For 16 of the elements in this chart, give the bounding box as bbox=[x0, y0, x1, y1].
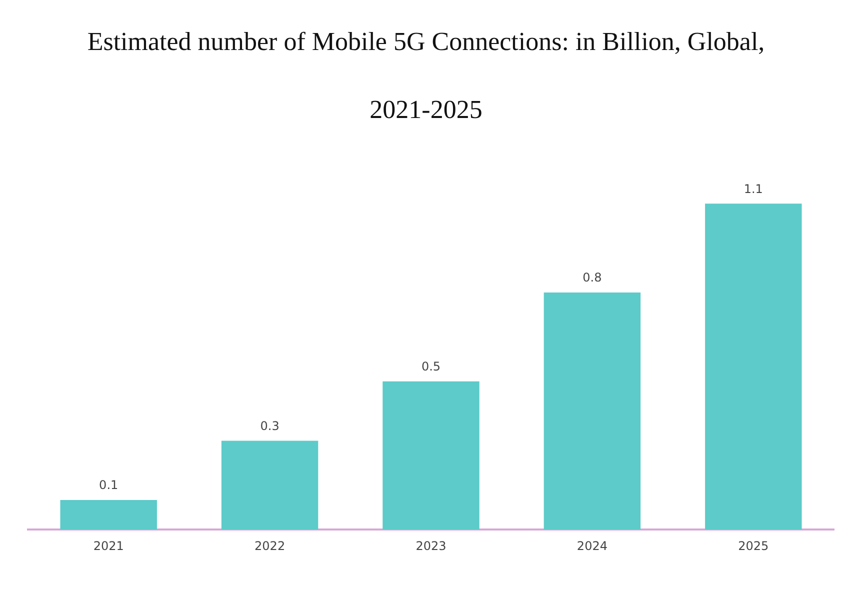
x-tick-label: 2024 bbox=[576, 538, 608, 553]
data-label: 1.1 bbox=[744, 182, 763, 196]
x-tick-label: 2025 bbox=[738, 538, 769, 553]
x-tick-label: 2021 bbox=[93, 538, 124, 553]
data-label: 0.1 bbox=[99, 478, 118, 492]
data-label: 0.3 bbox=[260, 418, 280, 433]
chart-title: Estimated number of Mobile 5G Connections: in Billion, Global, 2021-2025 bbox=[87, 27, 765, 124]
bar bbox=[60, 500, 157, 530]
x-tick-label: 2023 bbox=[416, 538, 446, 553]
x-tick-label: 2022 bbox=[254, 538, 286, 553]
bar bbox=[382, 381, 480, 530]
bar bbox=[544, 292, 641, 530]
data-label: 0.8 bbox=[582, 270, 602, 285]
data-label: 0.5 bbox=[421, 360, 441, 374]
bar bbox=[221, 440, 318, 530]
bar bbox=[705, 204, 802, 530]
